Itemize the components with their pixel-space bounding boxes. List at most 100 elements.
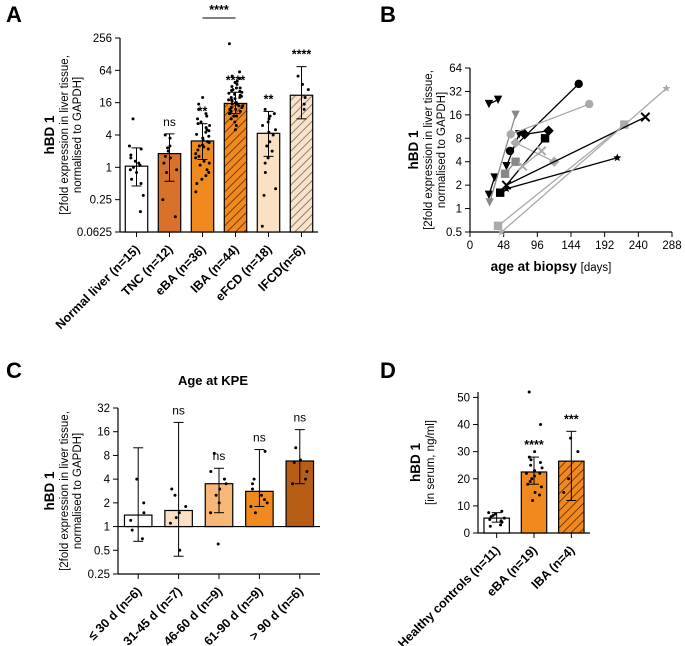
y-axis-sublabel: [in serum, ng/ml] <box>425 420 437 505</box>
data-point <box>137 161 141 165</box>
data-point <box>230 98 234 102</box>
series-line <box>509 83 580 152</box>
y-axis-sublabel: [2fold expression in liver tissue, <box>59 411 71 571</box>
data-point <box>238 109 242 113</box>
bracket-label: **** <box>209 3 229 17</box>
data-point <box>499 519 503 523</box>
data-point <box>166 146 170 150</box>
data-point <box>567 477 571 481</box>
scatter-point <box>502 184 511 193</box>
scatter-point <box>543 125 554 136</box>
data-point <box>168 521 172 525</box>
data-point <box>302 107 306 111</box>
data-point <box>237 104 241 108</box>
data-point <box>208 124 212 128</box>
data-point <box>227 42 231 46</box>
data-point <box>263 449 267 453</box>
data-point <box>493 512 497 516</box>
data-point <box>250 487 254 491</box>
data-point <box>267 117 271 121</box>
data-point <box>234 124 238 128</box>
y-axis-sublabel: normalised to GAPDH] <box>72 77 84 193</box>
y-tick-label: 32 <box>97 403 110 415</box>
data-point <box>499 523 503 527</box>
data-point <box>233 120 237 124</box>
y-tick-label: 0 <box>464 528 470 540</box>
y-tick-label: 8 <box>456 133 462 145</box>
data-point <box>232 114 236 118</box>
scatter-point <box>540 134 550 143</box>
data-point <box>265 501 269 505</box>
data-point <box>303 95 307 99</box>
data-point <box>233 97 237 101</box>
significance-label: ** <box>198 105 208 119</box>
scatter-point <box>495 188 505 197</box>
scatter-point <box>502 162 511 171</box>
data-point <box>196 148 200 152</box>
data-point <box>138 210 142 214</box>
data-point <box>249 504 253 508</box>
data-point <box>202 145 206 149</box>
data-point <box>274 128 278 132</box>
data-point <box>260 224 264 228</box>
category-label: Healthy controls (n=11) <box>395 543 502 646</box>
data-point <box>540 466 544 470</box>
panel-d-chart: D 0 10 20 30 40 50 hBD 1 [in serum, ng/ml] Health… <box>380 358 590 646</box>
scatter-point <box>585 99 594 109</box>
data-point <box>538 471 542 475</box>
data-point <box>214 493 218 497</box>
data-point <box>197 154 201 158</box>
data-point <box>252 477 256 481</box>
y-tick-label: 0.0625 <box>77 227 112 239</box>
data-point <box>234 86 238 90</box>
y-tick-label: 4 <box>106 130 113 142</box>
x-axis-label: age at biopsy [days] <box>491 259 612 274</box>
scatter-point <box>484 99 494 109</box>
y-axis-sublabel: normalised to GAPDH] <box>72 433 84 549</box>
y-tick-label: 32 <box>449 86 462 98</box>
y-tick-label: 10 <box>457 501 470 513</box>
scatter-point <box>640 112 651 122</box>
data-point <box>261 124 265 128</box>
y-tick-label: 2 <box>104 498 110 510</box>
panel-letter: D <box>380 358 396 383</box>
scatter-point <box>505 146 515 156</box>
data-point <box>487 511 491 515</box>
data-point <box>238 77 242 81</box>
data-point <box>209 511 213 515</box>
data-point <box>533 490 537 494</box>
panel-c-chart: C Age at KPE 0.25 0.5 1 2 4 8 16 32 hBD 1 [2fold ex… <box>6 358 320 646</box>
data-point <box>268 140 272 144</box>
data-point <box>491 513 495 517</box>
data-point <box>538 461 542 464</box>
significance-label: ns <box>163 115 176 129</box>
scatter-point <box>536 146 547 156</box>
data-point <box>524 471 528 475</box>
data-point <box>253 511 257 515</box>
series-line <box>510 103 590 135</box>
data-point <box>205 168 209 172</box>
y-tick-label: 1 <box>456 204 462 216</box>
data-point <box>130 177 134 181</box>
data-point <box>576 450 580 454</box>
data-point <box>233 80 237 84</box>
x-tick-label: 240 <box>629 240 648 252</box>
y-tick-label: 16 <box>99 98 112 110</box>
data-point <box>259 493 263 497</box>
y-axis-label: hBD 1 <box>42 115 57 154</box>
data-point <box>204 130 208 134</box>
data-point <box>528 479 532 483</box>
data-point <box>294 446 298 450</box>
data-point <box>205 114 209 118</box>
data-point <box>230 85 234 88</box>
y-tick-label: 16 <box>449 110 462 122</box>
significance-label: ns <box>213 449 226 463</box>
data-point <box>199 120 203 124</box>
data-point <box>272 112 276 116</box>
data-point <box>263 161 267 165</box>
data-point <box>229 109 233 113</box>
scatter-point <box>574 79 583 89</box>
data-point <box>170 487 174 491</box>
data-point <box>194 156 198 160</box>
